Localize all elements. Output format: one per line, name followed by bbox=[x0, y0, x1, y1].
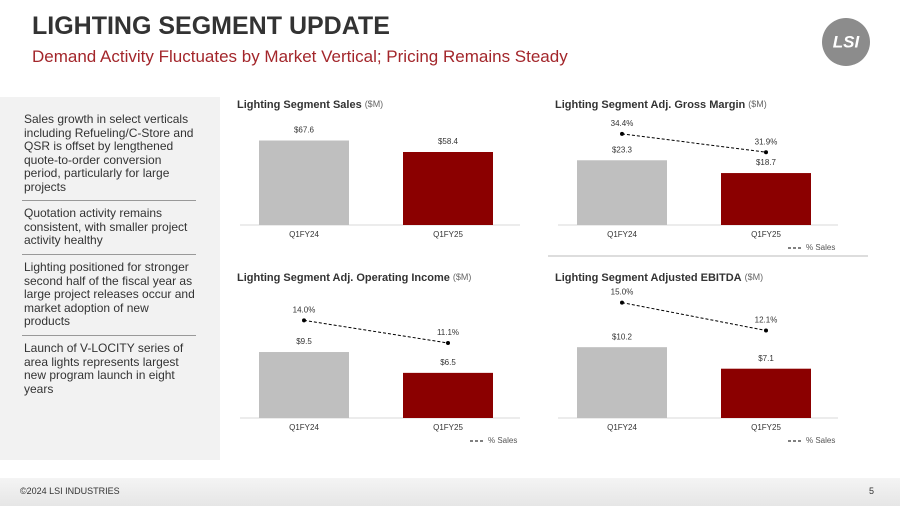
copyright: ©2024 LSI INDUSTRIES bbox=[20, 486, 120, 496]
bullet-panel: Sales growth in select verticals includi… bbox=[0, 97, 220, 460]
value-label: $67.6 bbox=[294, 126, 315, 135]
chart-title: Lighting Segment Adj. Gross Margin ($M) bbox=[555, 99, 767, 111]
pct-label: 34.4% bbox=[611, 119, 634, 128]
pct-point bbox=[620, 300, 624, 305]
x-tick-label: Q1FY24 bbox=[289, 423, 319, 432]
logo bbox=[822, 18, 870, 66]
pct-point bbox=[302, 318, 306, 323]
value-label: $18.7 bbox=[756, 158, 777, 167]
footer-band bbox=[0, 478, 900, 506]
x-tick-label: Q1FY25 bbox=[433, 423, 463, 432]
pct-label: 11.1% bbox=[437, 328, 459, 337]
value-label: $7.1 bbox=[758, 354, 774, 363]
pct-line bbox=[621, 133, 767, 153]
legend-label: % Sales bbox=[806, 436, 835, 445]
pct-point bbox=[620, 131, 624, 136]
unit: ($M) bbox=[453, 272, 472, 282]
pct-label: 12.1% bbox=[755, 316, 778, 325]
bullet: Quotation activity remains consistent, w… bbox=[24, 206, 188, 247]
unit: ($M) bbox=[365, 99, 384, 109]
x-tick-label: Q1FY25 bbox=[751, 423, 781, 432]
value-label: $6.5 bbox=[440, 358, 456, 367]
x-tick-label: Q1FY24 bbox=[607, 230, 637, 239]
bar bbox=[721, 368, 811, 418]
value-label: $58.4 bbox=[438, 137, 459, 146]
x-tick-label: Q1FY25 bbox=[433, 230, 463, 239]
bar bbox=[259, 352, 349, 418]
pct-label: 14.0% bbox=[293, 305, 316, 314]
charts: LSI Lighting Segment Sales ($M)Q1FY24 Q1FY… bbox=[237, 18, 870, 445]
pct-point bbox=[764, 150, 768, 155]
bar bbox=[403, 372, 493, 418]
x-tick-label: Q1FY25 bbox=[751, 230, 781, 239]
separator bbox=[22, 254, 196, 255]
chart-title: Lighting Segment Sales ($M) bbox=[237, 99, 383, 111]
title-text: Lighting Segment Adj. Gross Margin bbox=[555, 99, 746, 111]
chart-title: Lighting Segment Adj. Operating Income ($… bbox=[237, 272, 471, 284]
value-label: $9.5 bbox=[296, 337, 312, 346]
slide-subtitle: Demand Activity Fluctuates by Market Ver… bbox=[32, 47, 568, 66]
bar bbox=[259, 140, 349, 225]
unit: ($M) bbox=[745, 272, 764, 282]
page-number: 5 bbox=[868, 486, 874, 496]
title-text: Lighting Segment Adj. Operating Income bbox=[237, 272, 450, 284]
bullet: Lighting positioned for stronger second … bbox=[24, 260, 195, 328]
pct-point bbox=[446, 341, 450, 345]
pct-label: 31.9% bbox=[755, 137, 778, 146]
x-tick-label: Q1FY24 bbox=[289, 230, 319, 239]
bar bbox=[721, 173, 811, 225]
pct-point bbox=[764, 328, 768, 333]
legend-label: % Sales bbox=[488, 436, 517, 445]
logo-text: LSI bbox=[833, 32, 861, 51]
unit: ($M) bbox=[748, 99, 767, 109]
bar bbox=[577, 347, 667, 418]
legend-label: % Sales bbox=[806, 243, 835, 252]
pct-line bbox=[303, 319, 449, 344]
separator bbox=[22, 335, 196, 336]
bar bbox=[577, 160, 667, 225]
bullet: Sales growth in select verticals includi… bbox=[24, 112, 194, 194]
bullet: Launch of V-LOCITY series of area lights… bbox=[24, 341, 184, 396]
separator bbox=[22, 200, 196, 201]
title-text: Lighting Segment Sales bbox=[237, 99, 362, 111]
chart-title: Lighting Segment Adjusted EBITDA ($M) bbox=[555, 272, 763, 284]
pct-label: 15.0% bbox=[611, 288, 634, 297]
pct-line bbox=[621, 302, 767, 331]
value-label: $10.2 bbox=[612, 332, 633, 341]
slide-title: LIGHTING SEGMENT UPDATE bbox=[32, 12, 390, 40]
bar bbox=[403, 152, 493, 225]
value-label: $23.3 bbox=[612, 145, 633, 154]
x-tick-label: Q1FY24 bbox=[607, 423, 637, 432]
title-text: Lighting Segment Adjusted EBITDA bbox=[555, 272, 742, 284]
